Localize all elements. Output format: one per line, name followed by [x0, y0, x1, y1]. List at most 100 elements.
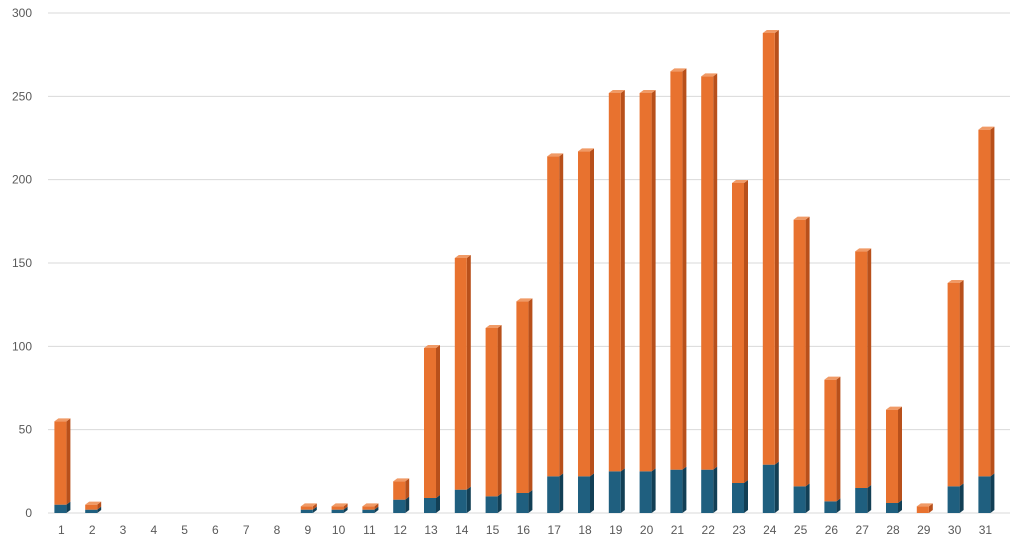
- x-tick-label: 7: [243, 523, 250, 537]
- bar-upper-2-top: [85, 501, 102, 505]
- bar-lower-25: [793, 483, 810, 513]
- bar-lower-19-front: [608, 471, 621, 513]
- bar-upper-13-top: [424, 345, 440, 348]
- bar-upper-1-front: [54, 421, 67, 505]
- bar-lower-25-side: [805, 483, 810, 513]
- bar-lower-19-side: [620, 468, 625, 513]
- bar-upper-10-top: [331, 503, 348, 507]
- bar-upper-22-front: [701, 76, 714, 470]
- bar-lower-27-front: [855, 488, 868, 513]
- x-tick-label: 25: [794, 523, 808, 537]
- bar-upper-12-front: [393, 481, 406, 500]
- bar-upper-29-top: [916, 503, 933, 507]
- bar-upper-17-top: [547, 153, 564, 157]
- x-tick-label: 30: [948, 523, 962, 537]
- y-tick-label: 200: [12, 173, 32, 187]
- bar-lower-2: [85, 506, 102, 513]
- bar-upper-18-side: [590, 148, 594, 477]
- bar-upper-14-top: [454, 255, 471, 258]
- bar-lower-10: [331, 506, 348, 513]
- x-tick-label: 21: [671, 523, 685, 537]
- bar-lower-13: [424, 495, 440, 513]
- bar-lower-14: [454, 486, 471, 513]
- bar-upper-1-side: [66, 418, 71, 505]
- bar-upper-19-side: [620, 90, 625, 472]
- bar-lower-20: [639, 468, 656, 513]
- bar-upper-20: [639, 90, 656, 472]
- bar-upper-26-side: [836, 376, 841, 502]
- bar-lower-24-front: [762, 464, 775, 513]
- bar-lower-28-front: [886, 503, 898, 513]
- bar-upper-1: [54, 418, 71, 505]
- x-tick-label: 18: [578, 523, 592, 537]
- bar-upper-28: [886, 406, 902, 503]
- x-tick-label: 24: [763, 523, 777, 537]
- x-tick-label: 11: [363, 523, 376, 537]
- bar-lower-25-front: [793, 486, 806, 513]
- x-tick-label: 15: [486, 523, 500, 537]
- bar-lower-27: [855, 485, 872, 513]
- x-tick-label: 17: [548, 523, 562, 537]
- x-tick-label: 4: [150, 523, 157, 537]
- bar-upper-16: [516, 298, 533, 493]
- bar-lower-10-front: [331, 509, 344, 513]
- bar-upper-17-front: [547, 156, 560, 477]
- bar-upper-23-front: [732, 183, 744, 483]
- bar-lower-16: [516, 490, 533, 513]
- bar-lower-1-side: [66, 501, 71, 513]
- bar-upper-28-front: [886, 409, 898, 503]
- bar-upper-1-top: [54, 418, 71, 422]
- x-tick-label: 27: [856, 523, 870, 537]
- x-tick-label: 14: [455, 523, 469, 537]
- bar-upper-24-top: [762, 30, 779, 33]
- bar-upper-17: [547, 153, 564, 477]
- bar-lower-24: [762, 461, 779, 513]
- bar-upper-25-side: [805, 216, 810, 487]
- bar-lower-11-front: [362, 509, 375, 513]
- bar-upper-11: [362, 503, 379, 510]
- bar-lower-20-side: [651, 468, 656, 513]
- bar-upper-30-front: [947, 283, 960, 487]
- bar-lower-11: [362, 506, 379, 513]
- x-tick-label: 1: [58, 523, 65, 537]
- bar-lower-17-front: [547, 476, 560, 513]
- bar-upper-16-front: [516, 301, 529, 493]
- bar-lower-12-front: [393, 499, 406, 513]
- bar-lower-9-front: [300, 509, 313, 513]
- bar-upper-24-front: [762, 33, 775, 465]
- bar-lower-31: [978, 473, 995, 513]
- bar-lower-11-side: [374, 506, 379, 513]
- x-tick-label: 19: [609, 523, 623, 537]
- bar-upper-14-side: [466, 255, 471, 490]
- bar-upper-18-front: [578, 151, 590, 477]
- bar-lower-18: [578, 473, 594, 513]
- bar-upper-2-front: [85, 504, 98, 510]
- bar-lower-17-side: [559, 473, 564, 513]
- bar-upper-11-front: [362, 506, 375, 510]
- y-tick-label: 300: [12, 6, 32, 20]
- bar-lower-23-side: [744, 480, 748, 513]
- bar-lower-31-side: [990, 473, 995, 513]
- bar-lower-13-front: [424, 498, 436, 513]
- bar-upper-20-side: [651, 90, 656, 472]
- bar-lower-20-front: [639, 471, 652, 513]
- bar-upper-27-front: [855, 251, 868, 488]
- bar-upper-31-front: [978, 129, 991, 477]
- bar-lower-26-side: [836, 498, 841, 513]
- bar-upper-31-top: [978, 126, 995, 130]
- bar-upper-23-side: [744, 180, 748, 483]
- x-tick-label: 12: [394, 523, 408, 537]
- y-tick-label: 50: [19, 423, 33, 437]
- x-tick-label: 31: [979, 523, 993, 537]
- bars: [54, 30, 995, 513]
- bar-upper-31-side: [990, 126, 995, 477]
- bar-upper-30-side: [959, 280, 964, 487]
- bar-upper-26-top: [824, 376, 841, 380]
- bar-upper-29-front: [916, 506, 929, 513]
- bar-upper-20-top: [639, 90, 656, 93]
- bar-lower-12-side: [405, 496, 410, 513]
- bar-lower-10-side: [343, 506, 348, 513]
- bar-lower-26-front: [824, 501, 837, 513]
- bar-lower-16-front: [516, 493, 529, 513]
- bar-lower-9-side: [312, 506, 317, 513]
